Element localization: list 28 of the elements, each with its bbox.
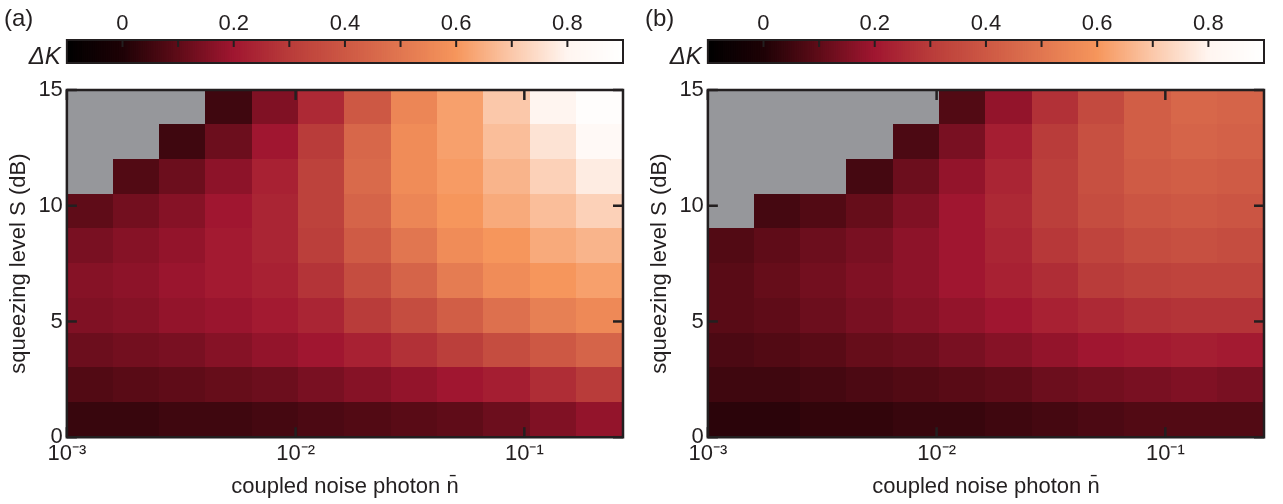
x-tick-label: 10⁻¹ — [504, 440, 544, 466]
y-tick-label: 10 — [679, 191, 704, 217]
y-tick-label: 10 — [38, 191, 63, 217]
y-tick-label: 15 — [38, 76, 63, 102]
y-tick-label: 15 — [679, 76, 704, 102]
color-bar-label: 0.2 — [859, 10, 891, 35]
color-bar-label: 0 — [757, 10, 770, 35]
color-bar-label: 0.4 — [329, 10, 361, 35]
y-axis-title: squeezing level S (dB) — [5, 153, 31, 374]
color-bar-label: 0 — [116, 10, 129, 35]
chart-title: (a) — [4, 4, 34, 31]
color-bar-label: 0.4 — [970, 10, 1002, 35]
y-tick-label: 5 — [50, 307, 63, 333]
x-tick-label: 10⁻¹ — [1145, 440, 1185, 466]
y-tick-label: 5 — [691, 307, 704, 333]
color-bar-title: ΔK — [27, 42, 62, 69]
color-bar-label: 0.8 — [1193, 10, 1224, 35]
color-bar-title: ΔK — [668, 42, 703, 69]
x-axis-title: coupled noise photon n̄ — [872, 472, 1100, 498]
chart-title: (b) — [645, 4, 675, 31]
color-bar-label: 0.6 — [1081, 10, 1113, 35]
x-axis-title: coupled noise photon n̄ — [231, 472, 459, 498]
x-tick-label: 10⁻² — [917, 440, 956, 466]
color-bar-label: 0.2 — [218, 10, 250, 35]
x-tick-label: 10⁻² — [276, 440, 315, 466]
y-axis-title: squeezing level S (dB) — [646, 153, 672, 374]
color-bar-label: 0.8 — [552, 10, 583, 35]
color-bar-label: 0.6 — [440, 10, 472, 35]
